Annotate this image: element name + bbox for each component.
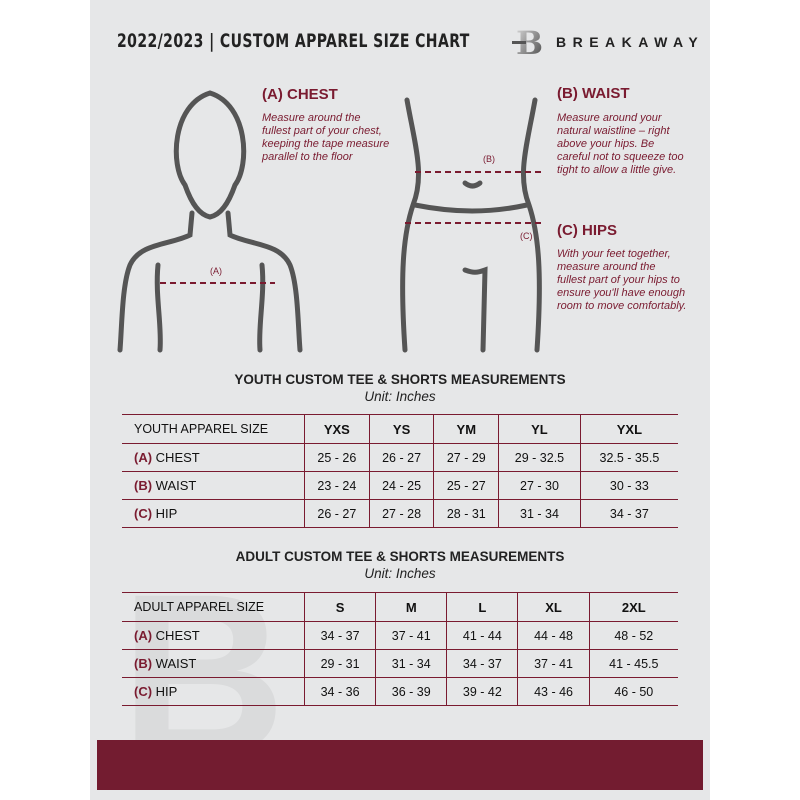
brand-name: BREAKAWAY bbox=[556, 34, 705, 50]
hips-marker: (C) bbox=[520, 231, 533, 241]
size-header: YL bbox=[498, 414, 581, 444]
cell: 30 - 33 bbox=[579, 471, 678, 500]
row-label-text: CHEST bbox=[155, 450, 200, 465]
size-header: 2XL bbox=[588, 592, 678, 622]
youth-unit: Unit: Inches bbox=[364, 389, 436, 404]
youth-table-title: YOUTH CUSTOM TEE & SHORTS MEASUREMENTS bbox=[234, 372, 566, 387]
row-label: (B) WAIST bbox=[122, 471, 305, 500]
size-header: YM bbox=[433, 414, 499, 444]
cell: 29 - 31 bbox=[303, 649, 376, 678]
table-row: (B) WAIST 23 - 24 24 - 25 25 - 27 27 - 3… bbox=[122, 471, 678, 500]
cell: 41 - 45.5 bbox=[588, 649, 678, 678]
row-label: (C) HIP bbox=[122, 499, 305, 528]
adult-table-title: ADULT CUSTOM TEE & SHORTS MEASUREMENTS bbox=[235, 549, 565, 564]
row-letter: (B) bbox=[134, 478, 153, 493]
cell: 26 - 27 bbox=[368, 443, 434, 472]
cell: 31 - 34 bbox=[375, 649, 447, 678]
breakaway-logo-icon: B bbox=[512, 26, 543, 58]
row-label: (A) CHEST bbox=[122, 621, 305, 650]
footer-band bbox=[97, 740, 703, 790]
row-letter: (C) bbox=[134, 506, 153, 521]
row-letter: (C) bbox=[134, 684, 153, 699]
cell: 34 - 37 bbox=[303, 621, 376, 650]
corner-label: ADULT APPAREL SIZE bbox=[122, 592, 305, 622]
table-row: (B) WAIST 29 - 31 31 - 34 34 - 37 37 - 4… bbox=[122, 649, 678, 678]
table-row: (A) CHEST 34 - 37 37 - 41 41 - 44 44 - 4… bbox=[122, 621, 678, 650]
cell: 46 - 50 bbox=[588, 677, 678, 706]
cell: 43 - 46 bbox=[517, 677, 590, 706]
corner-label: YOUTH APPAREL SIZE bbox=[122, 414, 305, 444]
row-label-text: HIP bbox=[155, 684, 178, 699]
page-title: 2022/2023 | CUSTOM APPAREL SIZE CHART bbox=[117, 30, 470, 52]
chest-marker: (A) bbox=[210, 266, 222, 276]
row-letter: (B) bbox=[134, 656, 153, 671]
cell: 25 - 26 bbox=[304, 443, 370, 472]
cell: 29 - 32.5 bbox=[498, 443, 581, 472]
cell: 37 - 41 bbox=[517, 649, 590, 678]
row-label-text: WAIST bbox=[155, 478, 197, 493]
waist-hips-figure-illustration bbox=[400, 97, 545, 353]
row-letter: (A) bbox=[134, 628, 153, 643]
youth-size-table: YOUTH APPAREL SIZE YXS YS YM YL YXL (A) … bbox=[122, 414, 678, 528]
row-label-text: HIP bbox=[155, 506, 178, 521]
cell: 27 - 28 bbox=[368, 499, 434, 528]
hips-heading: (C) HIPS bbox=[557, 222, 617, 239]
cell: 34 - 37 bbox=[446, 649, 518, 678]
row-label-text: CHEST bbox=[155, 628, 200, 643]
cell: 34 - 36 bbox=[303, 677, 376, 706]
size-header: L bbox=[446, 592, 518, 622]
cell: 27 - 30 bbox=[498, 471, 581, 500]
cell: 36 - 39 bbox=[375, 677, 447, 706]
table-header-row: YOUTH APPAREL SIZE YXS YS YM YL YXL bbox=[122, 414, 678, 444]
size-header: YS bbox=[368, 414, 434, 444]
hips-description: With your feet together, measure around … bbox=[557, 248, 687, 312]
adult-size-table: ADULT APPAREL SIZE S M L XL 2XL (A) CHES… bbox=[122, 592, 678, 706]
size-header: M bbox=[375, 592, 447, 622]
cell: 41 - 44 bbox=[446, 621, 518, 650]
row-letter: (A) bbox=[134, 450, 153, 465]
cell: 39 - 42 bbox=[446, 677, 518, 706]
cell: 25 - 27 bbox=[433, 471, 499, 500]
row-label-text: WAIST bbox=[155, 656, 197, 671]
chest-heading: (A) CHEST bbox=[262, 86, 338, 103]
table-header-row: ADULT APPAREL SIZE S M L XL 2XL bbox=[122, 592, 678, 622]
table-row: (C) HIP 26 - 27 27 - 28 28 - 31 31 - 34 … bbox=[122, 499, 678, 528]
cell: 26 - 27 bbox=[304, 499, 370, 528]
cell: 37 - 41 bbox=[375, 621, 447, 650]
adult-unit: Unit: Inches bbox=[364, 566, 436, 581]
waist-description: Measure around your natural waistline – … bbox=[557, 112, 684, 176]
cell: 24 - 25 bbox=[368, 471, 434, 500]
waist-heading: (B) WAIST bbox=[557, 85, 630, 102]
row-label: (A) CHEST bbox=[122, 443, 305, 472]
chest-description: Measure around the fullest part of your … bbox=[262, 112, 390, 163]
table-row: (C) HIP 34 - 36 36 - 39 39 - 42 43 - 46 … bbox=[122, 677, 678, 706]
cell: 28 - 31 bbox=[433, 499, 499, 528]
cell: 27 - 29 bbox=[433, 443, 499, 472]
cell: 48 - 52 bbox=[588, 621, 678, 650]
waist-marker: (B) bbox=[483, 154, 495, 164]
row-label: (C) HIP bbox=[122, 677, 305, 706]
cell: 44 - 48 bbox=[517, 621, 590, 650]
cell: 31 - 34 bbox=[498, 499, 581, 528]
size-header: XL bbox=[517, 592, 590, 622]
cell: 34 - 37 bbox=[579, 499, 678, 528]
size-header: YXL bbox=[579, 414, 678, 444]
chest-figure-illustration bbox=[117, 90, 303, 353]
size-header: YXS bbox=[304, 414, 370, 444]
cell: 23 - 24 bbox=[304, 471, 370, 500]
table-row: (A) CHEST 25 - 26 26 - 27 27 - 29 29 - 3… bbox=[122, 443, 678, 472]
size-header: S bbox=[303, 592, 376, 622]
cell: 32.5 - 35.5 bbox=[579, 443, 678, 472]
row-label: (B) WAIST bbox=[122, 649, 305, 678]
